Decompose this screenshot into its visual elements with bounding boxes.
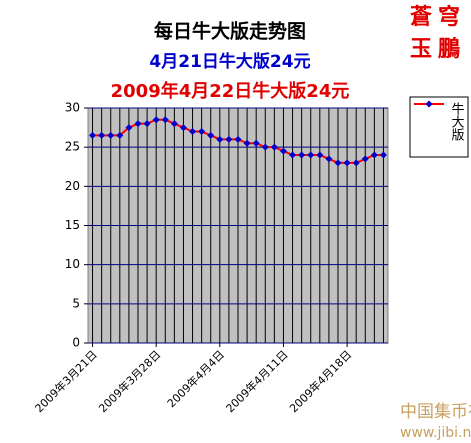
point-marker [179, 124, 187, 132]
y-tick-label: 10 [65, 257, 80, 271]
point-marker [161, 116, 169, 124]
point-marker [307, 151, 315, 159]
point-marker [216, 135, 224, 143]
point-marker [289, 151, 297, 159]
point-marker [225, 135, 233, 143]
point-marker [361, 155, 369, 163]
point-marker [116, 131, 124, 139]
y-tick-label: 30 [65, 101, 80, 115]
point-marker [89, 131, 97, 139]
y-tick-label: 25 [65, 140, 80, 154]
point-marker [316, 151, 324, 159]
point-marker [125, 124, 133, 132]
point-marker [343, 159, 351, 167]
watermark-text: 中国集币在线 [400, 402, 471, 422]
point-marker [379, 151, 387, 159]
point-marker [298, 151, 306, 159]
logo-text: 玉鵬 [410, 37, 466, 62]
subtitle: 4月21日牛大版24元 [149, 51, 310, 72]
point-marker [143, 120, 151, 128]
point-marker [352, 159, 360, 167]
y-tick-label: 5 [72, 296, 80, 310]
y-tick-label: 20 [65, 179, 80, 193]
x-tick-label: 2009年4月18日 [286, 347, 354, 415]
point-marker [270, 143, 278, 151]
y-tick-label: 15 [65, 218, 80, 232]
point-marker [370, 151, 378, 159]
point-marker [243, 139, 251, 147]
point-marker [107, 131, 115, 139]
point-marker [325, 155, 333, 163]
annotation: 2009年4月22日牛大版24元 [111, 80, 350, 102]
legend-label: 牛大版 [449, 102, 465, 142]
x-tick-label: 2009年4月11日 [223, 347, 291, 415]
y-tick-label: 0 [72, 336, 80, 350]
point-marker [279, 147, 287, 155]
point-marker [170, 120, 178, 128]
point-marker [261, 143, 269, 151]
point-marker [134, 120, 142, 128]
legend-box [409, 96, 469, 158]
logo-text: 蒼穹 [410, 4, 466, 30]
legend-marker [425, 100, 433, 108]
x-tick-label: 2009年4月4日 [164, 347, 227, 410]
point-marker [198, 128, 206, 135]
point-marker [152, 116, 160, 124]
point-marker [234, 135, 242, 143]
point-marker [252, 139, 260, 147]
point-marker [189, 128, 197, 135]
point-marker [98, 131, 106, 139]
chart-title: 每日牛大版走势图 [154, 20, 306, 43]
watermark-url: www.jibi.net [400, 425, 471, 441]
x-tick-label: 2009年3月21日 [32, 347, 100, 415]
x-tick-label: 2009年3月28日 [96, 347, 164, 415]
point-marker [207, 131, 215, 139]
point-marker [334, 159, 342, 167]
